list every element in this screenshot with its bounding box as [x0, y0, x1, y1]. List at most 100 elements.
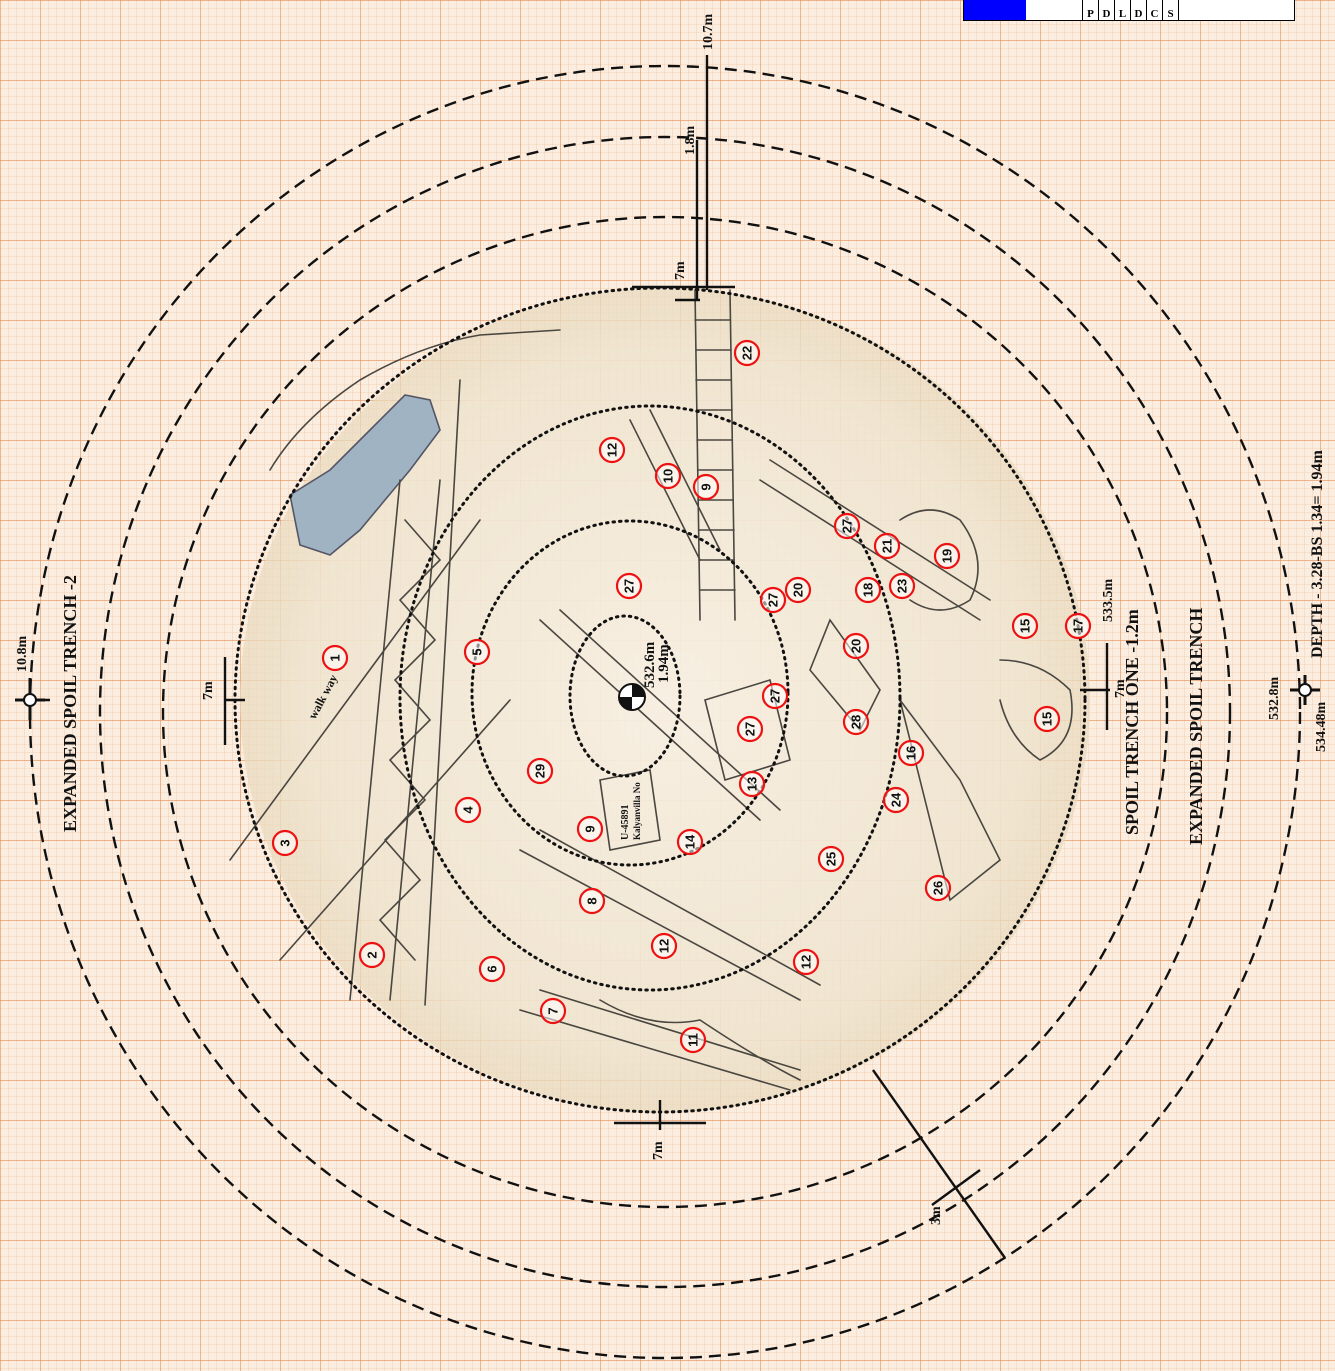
marker-ring	[650, 932, 678, 960]
label-elev-center: 532.6m	[642, 641, 658, 688]
text-labels: EXPANDED SPOIL TRENCH -2 EXPANDED SPOIL …	[15, 14, 1329, 1226]
ring-expanded-spoil-2	[28, 64, 1302, 1360]
marker-number: 7	[546, 1007, 561, 1014]
label-dim-top-c: 7m	[673, 261, 688, 280]
item-marker: 2	[358, 941, 386, 969]
marker-number: 4	[461, 806, 476, 814]
frame-right	[899, 699, 1002, 902]
marker-number: 6	[485, 965, 500, 972]
beam-diag-1	[229, 519, 481, 861]
item-marker: 27	[761, 682, 789, 710]
marker-ring	[598, 436, 626, 464]
label-expanded-spoil-2: EXPANDED SPOIL TRENCH -2	[60, 575, 80, 832]
marker-number: 22	[740, 346, 755, 360]
marker-ring	[576, 815, 604, 843]
beam-lower-left	[519, 1009, 791, 1091]
dim-radial	[872, 1069, 1006, 1259]
item-marker: 23	[888, 572, 916, 600]
marker-ring	[897, 739, 925, 767]
marker-number: 12	[657, 939, 672, 953]
item-marker: 9	[692, 473, 720, 501]
center-benchmark-icon	[618, 683, 646, 711]
item-markers: 1234567899101112121213141515161718192020…	[271, 339, 1092, 1054]
marker-ring	[873, 532, 901, 560]
marker-ring	[759, 586, 787, 614]
marker-ring	[792, 948, 820, 976]
label-depth: DEPTH - 3.28-BS 1.34= 1.94m	[1309, 450, 1326, 658]
item-marker: 17	[1064, 612, 1092, 640]
item-marker: 13	[738, 770, 766, 798]
debris-bottom	[599, 999, 801, 1081]
item-marker: 15	[1011, 612, 1039, 640]
label-dim-radial: 3m	[929, 1206, 944, 1225]
debris-right-2	[999, 659, 1073, 761]
marker-number: 24	[889, 792, 904, 807]
marker-ring	[817, 845, 845, 873]
marker-number: 17	[1071, 619, 1086, 633]
item-marker: 15	[1033, 705, 1061, 733]
marker-ring	[933, 542, 961, 570]
marker-number: 10	[661, 469, 676, 483]
legend-cell: P	[1082, 0, 1098, 20]
item-marker: 6	[478, 955, 506, 983]
item-marker: 9	[576, 815, 604, 843]
item-marker: 16	[897, 739, 925, 767]
marker-number: 29	[533, 764, 548, 778]
label-tag-a: U-45891	[620, 804, 631, 840]
legend-cell: L	[1114, 0, 1130, 20]
marker-number: 1	[328, 654, 343, 661]
marker-ring	[679, 1026, 707, 1054]
marker-number: 18	[861, 583, 876, 597]
label-expanded-spoil: EXPANDED SPOIL TRENCH	[1186, 608, 1206, 845]
dim-radial-tick	[931, 1169, 981, 1206]
marker-ring	[842, 632, 870, 660]
marker-ring	[733, 339, 761, 367]
label-datum-left: 10.8m	[15, 636, 30, 673]
marker-number: 15	[1018, 619, 1033, 633]
marker-ring	[478, 955, 506, 983]
label-dim-top-b: 1.8m	[683, 126, 698, 156]
marker-ring	[321, 644, 349, 672]
label-center-depth: 1.94m	[656, 644, 672, 683]
marker-number: 27	[768, 689, 783, 703]
datum-right-icon	[1290, 675, 1320, 705]
marker-number: 27	[743, 722, 758, 736]
item-marker: 28	[842, 708, 870, 736]
marker-number: 9	[583, 825, 598, 832]
marker-ring	[578, 887, 606, 915]
item-marker: 27	[833, 512, 861, 540]
marker-number: 14	[683, 834, 698, 849]
item-marker: 11	[679, 1026, 707, 1054]
marker-ring	[888, 572, 916, 600]
marker-ring	[676, 828, 704, 856]
marker-ring	[784, 576, 812, 604]
item-marker: 4	[454, 796, 482, 824]
datum-symbols	[15, 675, 1320, 720]
beam-upper	[629, 409, 721, 561]
ring-expanded-spoil	[98, 135, 1232, 1289]
item-marker: 12	[598, 436, 626, 464]
legend-cell: D	[1098, 0, 1114, 20]
item-marker: 19	[933, 542, 961, 570]
marker-number: 2	[365, 951, 380, 958]
marker-number: 11	[686, 1033, 701, 1047]
item-marker: 1	[321, 644, 349, 672]
sketch-area	[240, 288, 1090, 1112]
item-marker: 29	[526, 757, 554, 785]
marker-number: 5	[470, 648, 485, 655]
ring-core	[568, 614, 682, 778]
marker-number: 20	[849, 639, 864, 653]
marker-number: 26	[931, 881, 946, 895]
item-marker: 22	[733, 339, 761, 367]
marker-number: 8	[585, 897, 600, 904]
marker-number: 12	[605, 443, 620, 457]
girder-left	[349, 379, 461, 1006]
item-marker: 12	[650, 932, 678, 960]
marker-number: 15	[1040, 712, 1055, 726]
item-marker: 14	[676, 828, 704, 856]
marker-ring	[833, 512, 861, 540]
marker-number: 25	[824, 852, 839, 866]
marker-ring	[271, 829, 299, 857]
